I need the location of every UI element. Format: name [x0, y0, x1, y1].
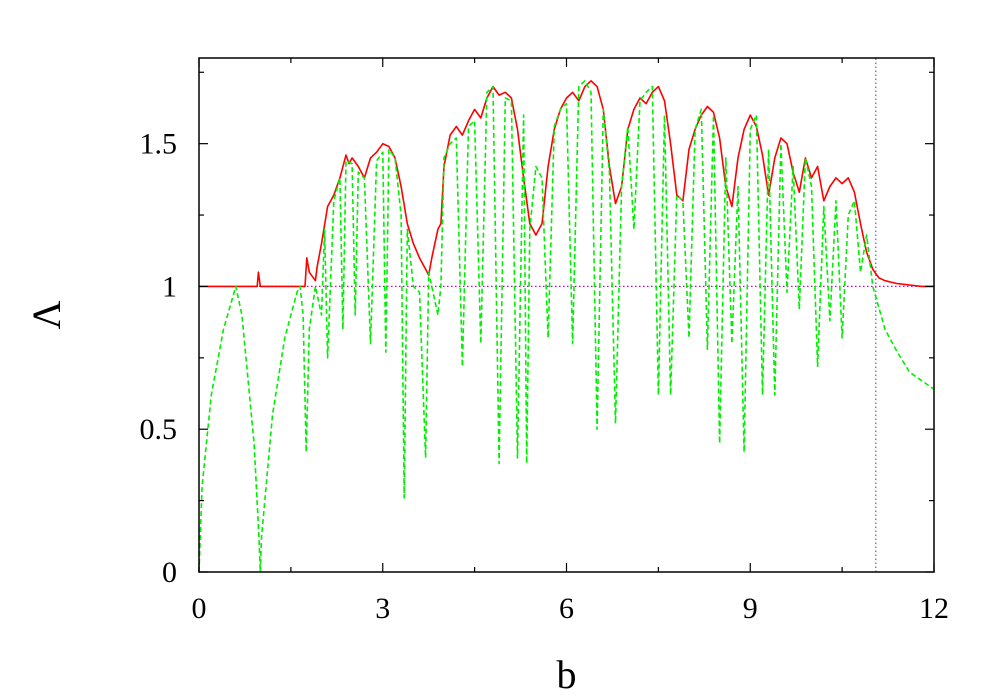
ticks-layer: 0 3 6 9 12 0 0.5 1 1.5 [140, 58, 949, 625]
y-axis-title: Λ [24, 300, 69, 329]
y-tick-label: 0.5 [140, 413, 178, 446]
y-tick-label: 0 [162, 556, 177, 589]
x-tick-label: 0 [192, 592, 207, 625]
series-line-0 [199, 80, 934, 288]
x-axis-title: b [557, 652, 577, 697]
x-tick-label: 9 [743, 592, 758, 625]
x-tick-label: 3 [375, 592, 390, 625]
series-layer [198, 58, 935, 573]
x-tick-label: 6 [559, 592, 574, 625]
x-tick-label: 12 [919, 592, 949, 625]
series-line-1 [198, 80, 935, 573]
y-tick-label: 1 [162, 270, 177, 303]
y-tick-label: 1.5 [140, 128, 178, 161]
